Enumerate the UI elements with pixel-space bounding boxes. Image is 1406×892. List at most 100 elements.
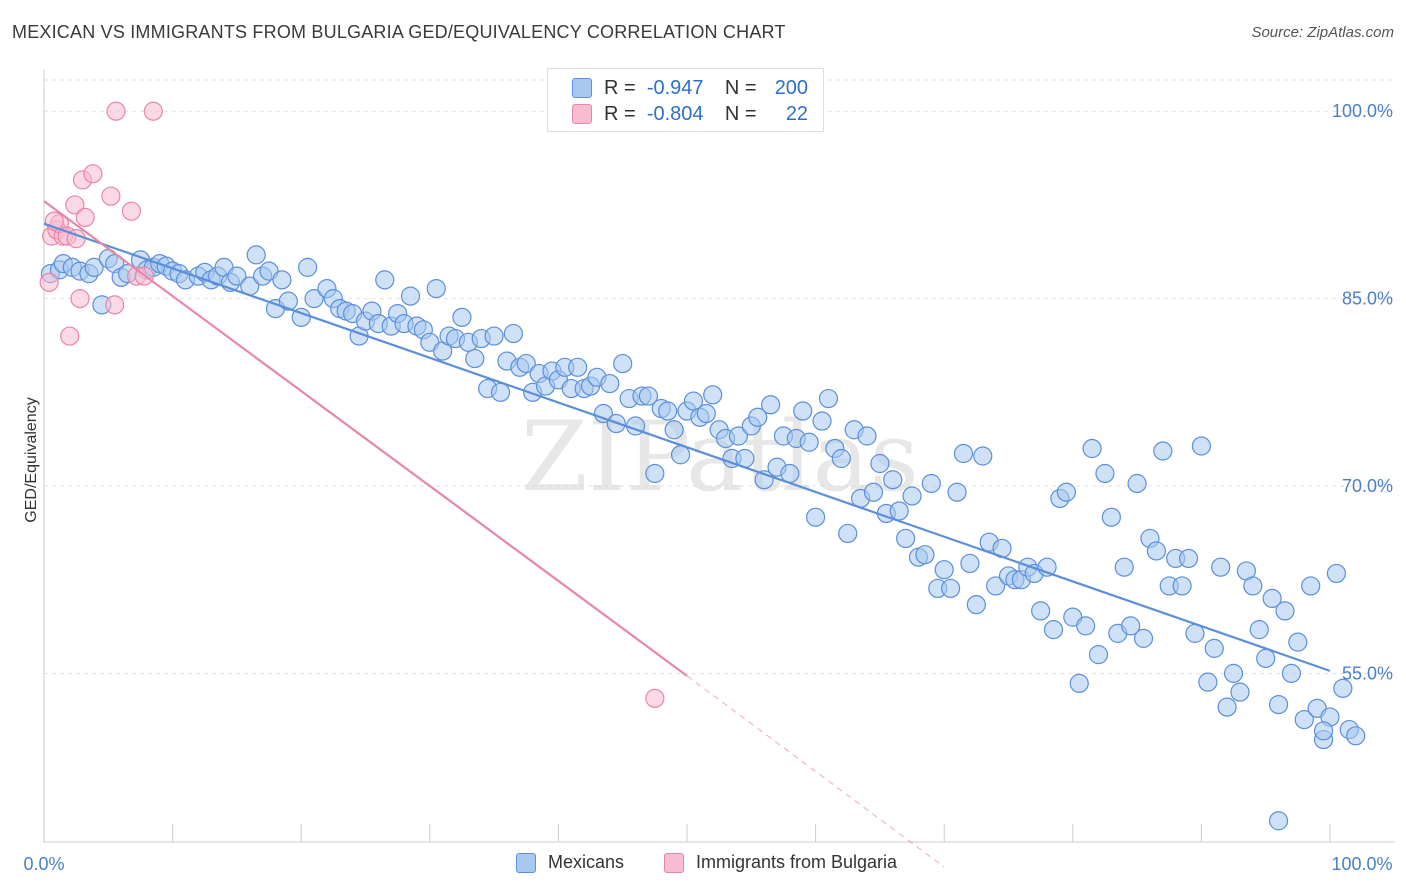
data-point xyxy=(812,411,832,431)
data-point xyxy=(896,528,916,549)
data-point xyxy=(728,426,749,446)
x-tick-label: 0.0% xyxy=(23,854,64,874)
data-point xyxy=(921,473,941,494)
data-point xyxy=(831,448,851,469)
data-point xyxy=(703,385,723,405)
data-point xyxy=(748,407,768,427)
data-point xyxy=(638,386,659,406)
data-point xyxy=(1121,616,1141,636)
data-point xyxy=(227,266,247,286)
data-point xyxy=(645,463,665,484)
trend-line xyxy=(43,200,688,677)
data-point xyxy=(902,486,922,506)
data-point xyxy=(1333,678,1353,698)
data-point xyxy=(1281,663,1302,683)
data-point xyxy=(484,326,504,346)
data-point xyxy=(1326,563,1347,584)
data-point xyxy=(105,295,125,315)
data-point xyxy=(941,578,961,599)
y-tick-label: 70.0% xyxy=(1342,476,1393,496)
data-point xyxy=(465,348,485,369)
data-point xyxy=(1294,709,1314,730)
data-point xyxy=(1223,663,1244,683)
data-point xyxy=(1043,620,1064,640)
legend-r-value: -0.804 xyxy=(646,102,704,125)
data-point xyxy=(272,270,292,290)
data-point xyxy=(60,326,80,346)
data-point xyxy=(106,101,126,121)
data-point xyxy=(1346,726,1366,746)
legend-label-mexicans: Mexicans xyxy=(548,852,625,872)
data-point xyxy=(1088,645,1109,665)
data-point xyxy=(1056,482,1076,502)
data-point xyxy=(889,501,909,521)
legend-r-label: R = xyxy=(604,76,636,99)
source-label: Source: ZipAtlas.com xyxy=(1251,24,1394,41)
y-axis-label: GED/Equivalency xyxy=(23,397,40,522)
data-point xyxy=(1133,628,1154,648)
legend-n-value: 22 xyxy=(785,102,809,125)
data-point xyxy=(1198,672,1218,692)
data-point xyxy=(658,401,678,421)
data-point xyxy=(1076,616,1096,636)
data-point xyxy=(696,403,716,424)
legend-r-value: -0.947 xyxy=(646,76,704,99)
data-point xyxy=(1243,576,1263,596)
data-point xyxy=(593,403,614,424)
data-point xyxy=(613,353,633,374)
data-point xyxy=(883,470,903,490)
data-point xyxy=(1146,541,1166,561)
series-mexicans-points xyxy=(40,245,1366,831)
data-point xyxy=(793,401,813,421)
data-point xyxy=(960,553,980,574)
data-point xyxy=(799,432,819,452)
data-point xyxy=(1153,441,1173,461)
data-point xyxy=(1301,576,1321,596)
data-point xyxy=(1288,632,1308,652)
legend-item-mexicans: Mexicans xyxy=(516,852,624,873)
data-point xyxy=(452,307,472,327)
data-point xyxy=(1313,721,1334,741)
data-point xyxy=(101,186,121,206)
data-point xyxy=(915,545,935,565)
data-point xyxy=(683,391,704,411)
data-point xyxy=(516,353,536,374)
data-point xyxy=(400,286,421,306)
data-point xyxy=(966,595,986,615)
data-point xyxy=(1178,548,1199,569)
data-point xyxy=(1204,638,1224,658)
data-point xyxy=(426,279,446,299)
gridlines xyxy=(44,79,1395,674)
legend-n-value: 200 xyxy=(774,76,809,99)
data-point xyxy=(246,245,266,265)
axes xyxy=(43,70,1395,843)
legend-item-bulgaria: Immigrants from Bulgaria xyxy=(664,852,897,873)
data-point xyxy=(1268,694,1289,715)
y-tick-label: 55.0% xyxy=(1342,663,1393,683)
data-point xyxy=(1082,438,1102,459)
data-point xyxy=(818,388,839,409)
data-point xyxy=(1268,811,1289,831)
data-point xyxy=(953,443,974,464)
trend-lines xyxy=(43,200,1331,868)
data-point xyxy=(1256,648,1276,668)
data-point xyxy=(83,164,103,184)
data-point xyxy=(1172,576,1192,596)
data-point xyxy=(1262,588,1282,609)
data-point xyxy=(670,445,691,465)
y-tick-label: 85.0% xyxy=(1342,289,1393,309)
data-point xyxy=(934,560,954,580)
data-point xyxy=(278,291,298,311)
data-point xyxy=(75,207,95,228)
data-point xyxy=(1069,673,1089,693)
data-point xyxy=(298,257,318,277)
data-point xyxy=(805,507,826,527)
data-point xyxy=(304,289,324,309)
data-point xyxy=(857,426,877,446)
bottom-legend: Mexicans Immigrants from Bulgaria xyxy=(0,852,1406,876)
data-point xyxy=(65,195,85,215)
legend-swatch-bulgaria xyxy=(664,852,684,873)
legend-swatch-mexicans xyxy=(572,78,592,98)
data-point xyxy=(143,101,163,121)
